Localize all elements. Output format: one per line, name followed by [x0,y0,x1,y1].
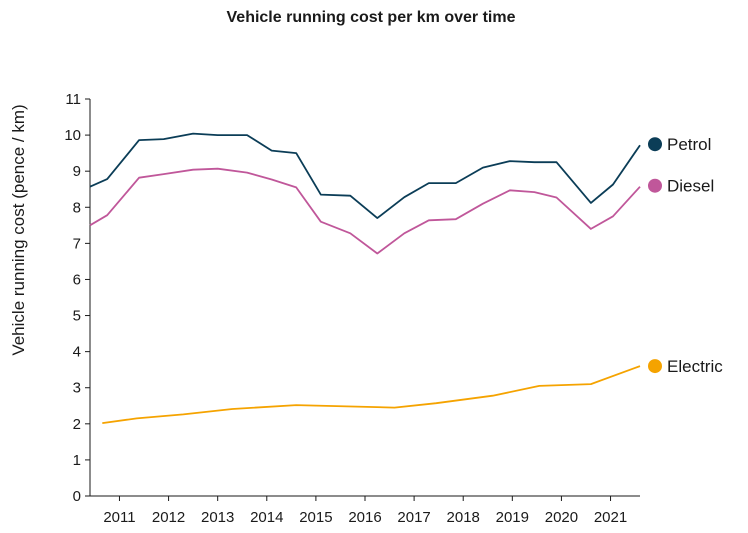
x-tick-label: 2016 [348,509,381,526]
chart-title: Vehicle running cost per km over time [227,9,516,26]
legend-label-electric: Electric [667,357,723,376]
y-tick-label: 10 [64,127,81,144]
y-tick-label: 4 [73,344,81,361]
x-tick-label: 2011 [103,509,135,526]
x-tick-label: 2021 [594,509,627,526]
series-line-diesel [89,167,641,255]
x-tick-label: 2015 [299,509,332,526]
y-tick-label: 1 [73,452,81,469]
x-tick-label: 2013 [201,509,234,526]
x-tick-label: 2020 [545,509,578,526]
axes: 0 1 2 3 4 5 6 7 8 9 10 11 2011 2012 2013 2014 2015 2016 20… [64,91,640,526]
legend-marker-diesel [648,178,662,193]
legend-label-petrol: Petrol [667,135,711,154]
y-tick-label: 2 [73,416,81,433]
x-tick-label: 2019 [496,509,529,526]
legend: Petrol Diesel Electric [648,135,723,376]
legend-label-diesel: Diesel [667,177,714,196]
legend-marker-electric [648,359,662,374]
series-layer [89,132,641,424]
series-line-petrol [89,132,641,220]
y-tick-label: 11 [65,91,81,108]
y-tick-label: 3 [73,380,81,397]
y-axis-label: Vehicle running cost (pence / km) [9,104,28,355]
series-line-electric [102,365,641,424]
x-tick-label: 2012 [152,509,185,526]
legend-marker-petrol [648,137,662,152]
y-tick-label: 6 [73,271,81,288]
x-tick-label: 2014 [250,509,283,526]
y-tick-label: 9 [73,163,81,180]
x-tick-label: 2018 [447,509,480,526]
x-tick-label: 2017 [397,509,430,526]
y-tick-label: 5 [73,308,81,325]
y-tick-label: 7 [73,235,81,252]
y-tick-label: 8 [73,199,81,216]
y-tick-label: 0 [73,488,81,505]
